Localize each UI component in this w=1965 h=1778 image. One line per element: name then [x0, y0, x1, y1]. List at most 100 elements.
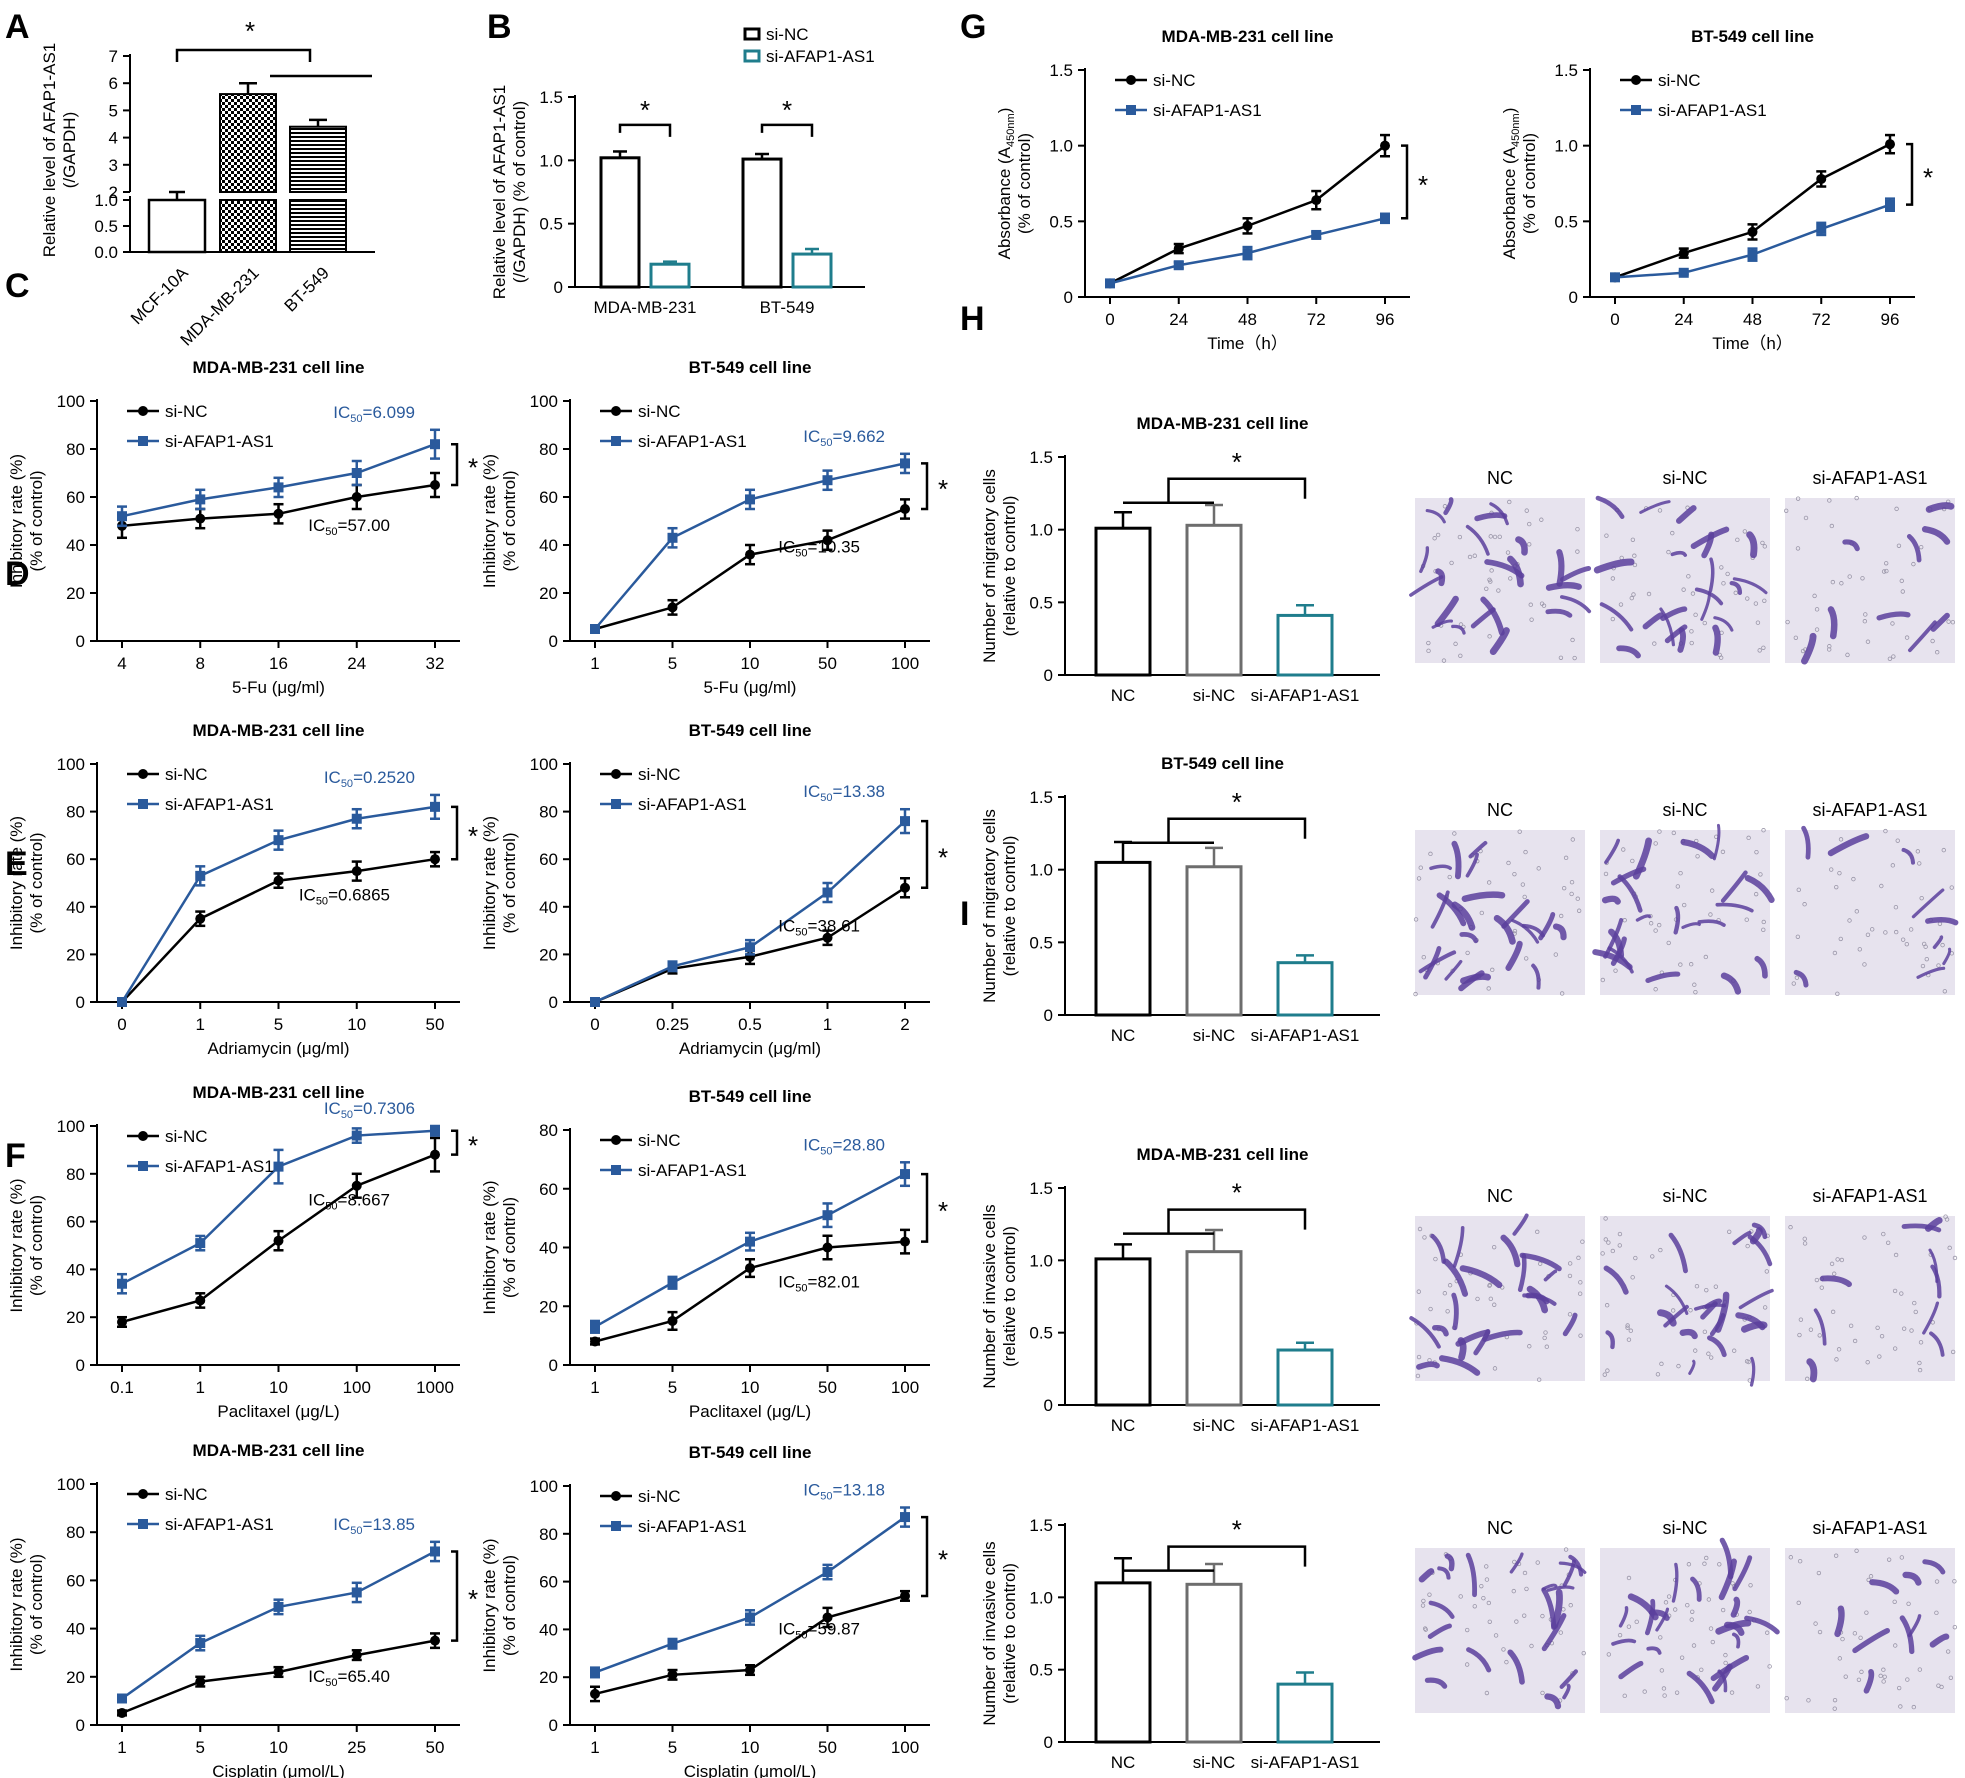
- x-axis-label: Cisplatin (μmol/L): [212, 1762, 345, 1778]
- pore: [1761, 645, 1766, 650]
- pore: [1675, 884, 1681, 889]
- pore: [1917, 1367, 1923, 1373]
- stained-cell: [1546, 1585, 1575, 1592]
- micrograph-label: NC: [1487, 800, 1513, 820]
- y-axis-label: Number of invasive cells: [980, 1204, 999, 1388]
- pore: [1706, 1351, 1711, 1356]
- pore: [1704, 1287, 1709, 1293]
- x-tick-label: si-NC: [1193, 686, 1236, 705]
- micrograph-label: si-NC: [1663, 468, 1708, 488]
- stained-cell: [1438, 1355, 1481, 1376]
- pore: [1487, 1619, 1492, 1624]
- pore: [1475, 1296, 1480, 1302]
- stained-cell: [1901, 847, 1916, 865]
- micrograph-4: si-NC: [1592, 800, 1775, 995]
- bar-upper: [289, 125, 347, 193]
- ic50-si-afap1-as1: IC50=9.662: [803, 427, 885, 449]
- legend-marker: [1126, 75, 1136, 85]
- pore: [1504, 1659, 1509, 1665]
- stained-cell: [1595, 495, 1625, 520]
- y-tick-label: 1.5: [1029, 1516, 1053, 1535]
- stained-cell: [1740, 1321, 1768, 1333]
- data-point-si-afap1-as1: [745, 1612, 755, 1623]
- x-tick-label: 8: [196, 654, 205, 673]
- data-point-si-afap1-as1: [1678, 267, 1689, 278]
- stained-cell: [1751, 1222, 1768, 1240]
- pore: [1527, 542, 1532, 547]
- micrograph-label: NC: [1487, 1186, 1513, 1206]
- x-axis-label: 5-Fu (μg/ml): [704, 678, 797, 697]
- stained-cell: [1517, 1253, 1527, 1293]
- stained-cell: [1444, 1553, 1455, 1572]
- stained-cell: [1442, 1258, 1469, 1297]
- stained-cell: [1688, 1359, 1696, 1375]
- y-axis-label-2: (% of control): [1520, 133, 1539, 234]
- pore: [1633, 1255, 1638, 1261]
- legend-label: si-AFAP1-AS1: [638, 1517, 747, 1536]
- x-tick-label: BT-549: [760, 298, 815, 317]
- pore: [1663, 1600, 1669, 1605]
- significance-star: *: [1923, 162, 1933, 192]
- pore: [1877, 1354, 1882, 1359]
- x-axis-label: Cisplatin (μmol/L): [684, 1762, 817, 1778]
- legend-marker: [1126, 105, 1136, 115]
- pore: [1489, 568, 1494, 573]
- data-point-si-afap1-as1: [430, 1546, 440, 1557]
- ic50-si-nc: IC50=82.01: [778, 1272, 860, 1294]
- bar: [791, 252, 833, 289]
- pore: [1764, 1630, 1770, 1635]
- bar: [1094, 1257, 1152, 1407]
- pore: [1725, 571, 1730, 577]
- series-line-si-afap1-as1: [1614, 203, 1891, 279]
- stained-cell: [1664, 1284, 1689, 1315]
- y-tick-label: 1.0: [1554, 137, 1578, 156]
- stained-cell: [1461, 891, 1506, 902]
- y-tick-label: 100: [530, 755, 558, 774]
- line-chart-E2: 0 20 40 60 80 1 5 10 50 100 BT-549 cell line Paclit…: [480, 1087, 948, 1421]
- y-tick-label: 4: [109, 129, 118, 148]
- pore: [1896, 543, 1902, 548]
- stained-cell: [1604, 838, 1621, 865]
- pore: [1416, 1289, 1421, 1294]
- bar-chart-H2: 0 0.5 1.0 1.5 NC si-NC si-AFAP1-AS1 BT-549 cell…: [980, 754, 1380, 1045]
- pore: [1487, 577, 1492, 583]
- stained-cell: [1732, 1555, 1753, 1592]
- pore: [1618, 602, 1624, 607]
- stained-cell: [1559, 1669, 1578, 1689]
- data-point-si-afap1-as1: [117, 1693, 127, 1704]
- x-tick-label: 10: [269, 1378, 288, 1397]
- pore: [1570, 637, 1575, 643]
- pore: [1830, 579, 1836, 585]
- pore: [1576, 908, 1582, 913]
- pore: [1817, 1629, 1823, 1635]
- pore: [1676, 1363, 1681, 1369]
- data-point-si-nc: [351, 866, 362, 877]
- data-point-si-afap1-as1: [590, 624, 600, 634]
- pore: [1827, 647, 1832, 652]
- y-tick-label: 0: [76, 632, 85, 651]
- micrograph-0: NC: [1409, 468, 1592, 663]
- legend-label: si-NC: [766, 25, 809, 44]
- pore: [1859, 1669, 1864, 1675]
- stained-cell: [1451, 840, 1462, 880]
- micrograph-image: [1415, 830, 1585, 995]
- stained-cell: [1925, 502, 1955, 513]
- pore: [1426, 640, 1431, 646]
- stained-cell: [1512, 1213, 1529, 1236]
- pore: [1946, 619, 1951, 624]
- pore: [1435, 532, 1441, 538]
- pore: [1670, 530, 1675, 536]
- pore: [1413, 917, 1419, 922]
- pore: [1428, 851, 1433, 857]
- stained-cell: [1922, 1559, 1946, 1575]
- data-point-si-nc: [195, 1295, 206, 1306]
- pore: [1681, 587, 1686, 592]
- y-tick-label: 0.5: [94, 217, 118, 236]
- pore: [1900, 589, 1905, 594]
- stained-cell: [1694, 587, 1724, 606]
- line-chart-D2: 0 20 40 60 80 100 0 0.25 0.5 1 2 BT-549 cell line Ad…: [480, 721, 948, 1058]
- y-tick-label: 40: [66, 1620, 85, 1639]
- y-tick-label: 40: [66, 1260, 85, 1279]
- x-axis-label: Adriamycin (μg/ml): [679, 1039, 821, 1058]
- x-tick-label: 0: [1105, 310, 1114, 329]
